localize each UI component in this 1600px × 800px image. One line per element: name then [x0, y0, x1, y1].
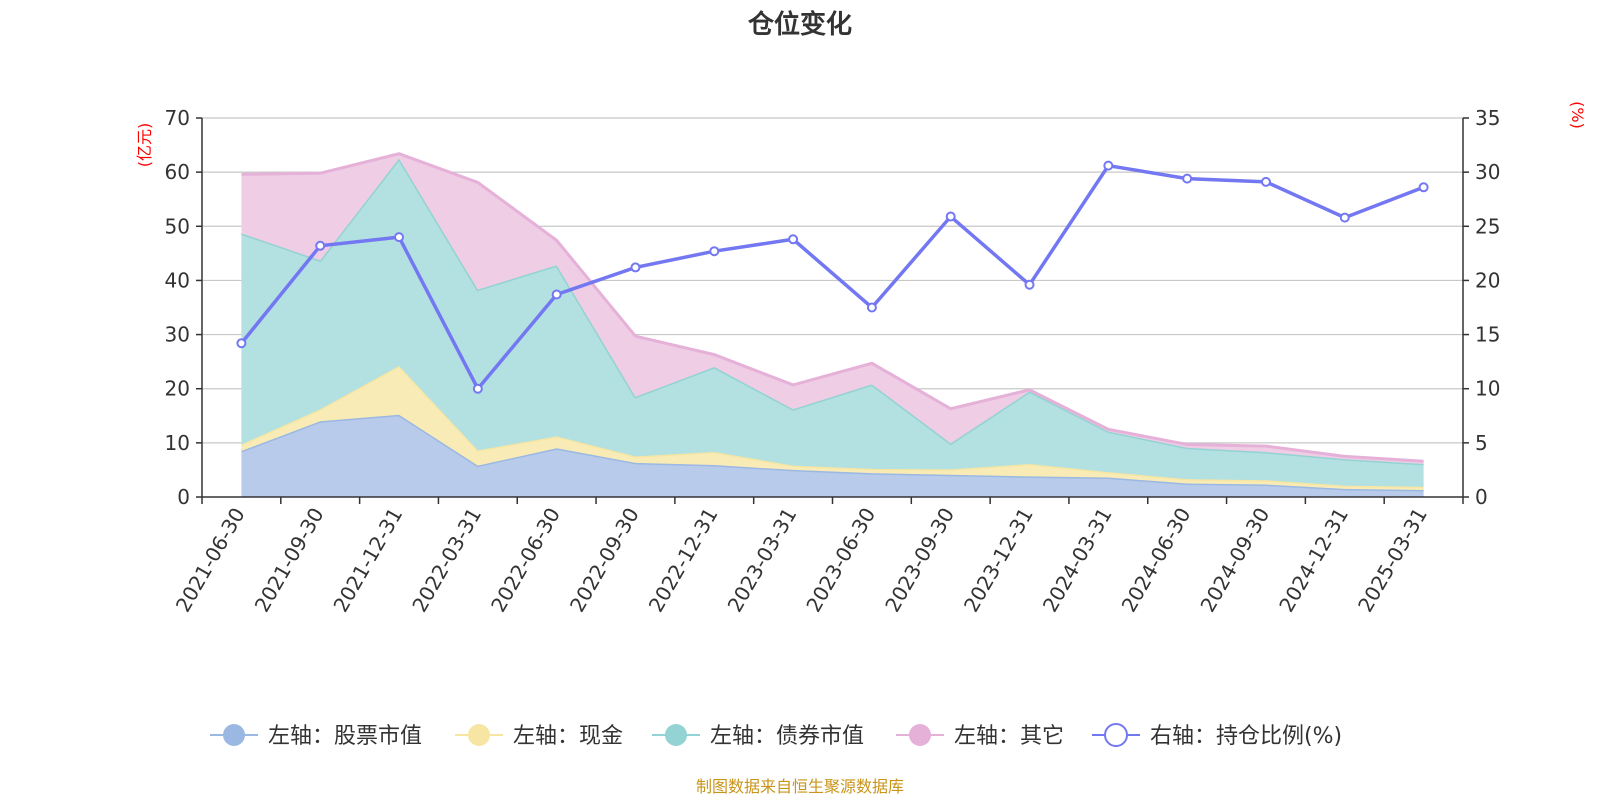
area-band	[241, 158, 1424, 487]
right-axis-tick-label: 5	[1475, 431, 1488, 455]
left-axis-tick-label: 50	[165, 214, 190, 238]
legend[interactable]: 左轴：股票市值 左轴：现金 左轴：债券市值 左轴：其它 右轴：持仓比例(%)	[210, 723, 1342, 749]
right-axis-tick-label: 25	[1475, 214, 1500, 238]
area-band	[241, 414, 1424, 497]
legend-swatch-marker	[909, 724, 931, 746]
x-axis-tick-label: 2022-03-31	[407, 504, 486, 617]
x-axis-tick-label: 2023-03-31	[723, 504, 802, 617]
x-axis-tick-label: 2024-06-30	[1117, 504, 1196, 617]
legend-swatch-marker	[468, 724, 490, 746]
legend-swatch-marker	[1104, 723, 1128, 747]
left-axis-tick-label: 0	[177, 485, 190, 509]
area-layer	[240, 152, 1424, 497]
left-axis-tick-label: 30	[165, 323, 190, 347]
series-point	[1024, 279, 1035, 290]
data-source-note: 制图数据来自恒生聚源数据库	[696, 777, 904, 796]
series-point	[1182, 173, 1193, 184]
series-point	[394, 232, 405, 243]
legend-label: 右轴：持仓比例(%)	[1150, 724, 1342, 749]
x-axis-tick-label: 2024-12-31	[1274, 504, 1353, 617]
series-point	[788, 234, 799, 245]
series-point	[630, 262, 641, 273]
legend-label: 左轴：其它	[954, 724, 1064, 749]
legend-item[interactable]: 左轴：其它	[896, 724, 1064, 749]
left-axis-tick-label: 70	[165, 106, 190, 130]
left-axis-tick-label: 10	[165, 431, 190, 455]
right-axis-tick-label: 15	[1475, 323, 1500, 347]
series-point	[236, 338, 247, 349]
line-layer	[236, 160, 1429, 394]
x-axis-tick-label: 2025-03-31	[1353, 504, 1432, 617]
x-axis-tick-label: 2023-09-30	[880, 504, 959, 617]
x-axis-tick-label: 2022-09-30	[565, 504, 644, 617]
series-point	[551, 289, 562, 300]
right-axis-tick-label: 20	[1475, 268, 1500, 292]
x-axis-tick-label: 2022-06-30	[486, 504, 565, 617]
right-axis-tick-label: 10	[1475, 377, 1500, 401]
legend-label: 左轴：债券市值	[710, 724, 864, 749]
area-band-edge	[241, 152, 1424, 463]
series-line	[240, 163, 1425, 392]
left-axis-tick-label: 60	[165, 160, 190, 184]
x-axis-tick-label: 2021-12-31	[328, 504, 407, 617]
series-point	[472, 383, 483, 394]
series-point	[866, 302, 877, 313]
x-axis-tick-label: 2024-03-31	[1038, 504, 1117, 617]
left-axis-tick-label: 40	[165, 268, 190, 292]
series-point	[1418, 182, 1429, 193]
x-axis-tick-label: 2022-12-31	[644, 504, 723, 617]
x-axis-tick-label: 2024-09-30	[1195, 504, 1274, 617]
series-point	[709, 246, 720, 257]
left-axis-unit: (亿元)	[135, 123, 154, 168]
x-axis-tick-label: 2023-06-30	[801, 504, 880, 617]
legend-item[interactable]: 右轴：持仓比例(%)	[1092, 723, 1342, 749]
legend-swatch-marker	[665, 724, 687, 746]
legend-item[interactable]: 左轴：股票市值	[210, 724, 422, 749]
right-axis-tick-label: 30	[1475, 160, 1500, 184]
x-axis-tick-label: 2021-09-30	[250, 504, 329, 617]
series-point	[945, 211, 956, 222]
left-axis-tick-label: 20	[165, 377, 190, 401]
series-point	[1260, 176, 1271, 187]
legend-label: 左轴：股票市值	[268, 724, 422, 749]
right-axis-tick-label: 35	[1475, 106, 1500, 130]
right-axis-tick-label: 0	[1475, 485, 1488, 509]
legend-item[interactable]: 左轴：债券市值	[652, 724, 864, 749]
legend-label: 左轴：现金	[513, 724, 623, 749]
legend-item[interactable]: 左轴：现金	[455, 724, 623, 749]
series-point	[1339, 212, 1350, 223]
series-point	[315, 240, 326, 251]
series-point	[1103, 160, 1114, 171]
chart-title: 仓位变化	[747, 9, 852, 40]
right-axis-unit: (%)	[1568, 101, 1587, 129]
legend-swatch-marker	[223, 724, 245, 746]
x-axis-tick-label: 2021-06-30	[171, 504, 250, 617]
area-band	[241, 153, 1424, 464]
x-axis-tick-label: 2023-12-31	[959, 504, 1038, 617]
